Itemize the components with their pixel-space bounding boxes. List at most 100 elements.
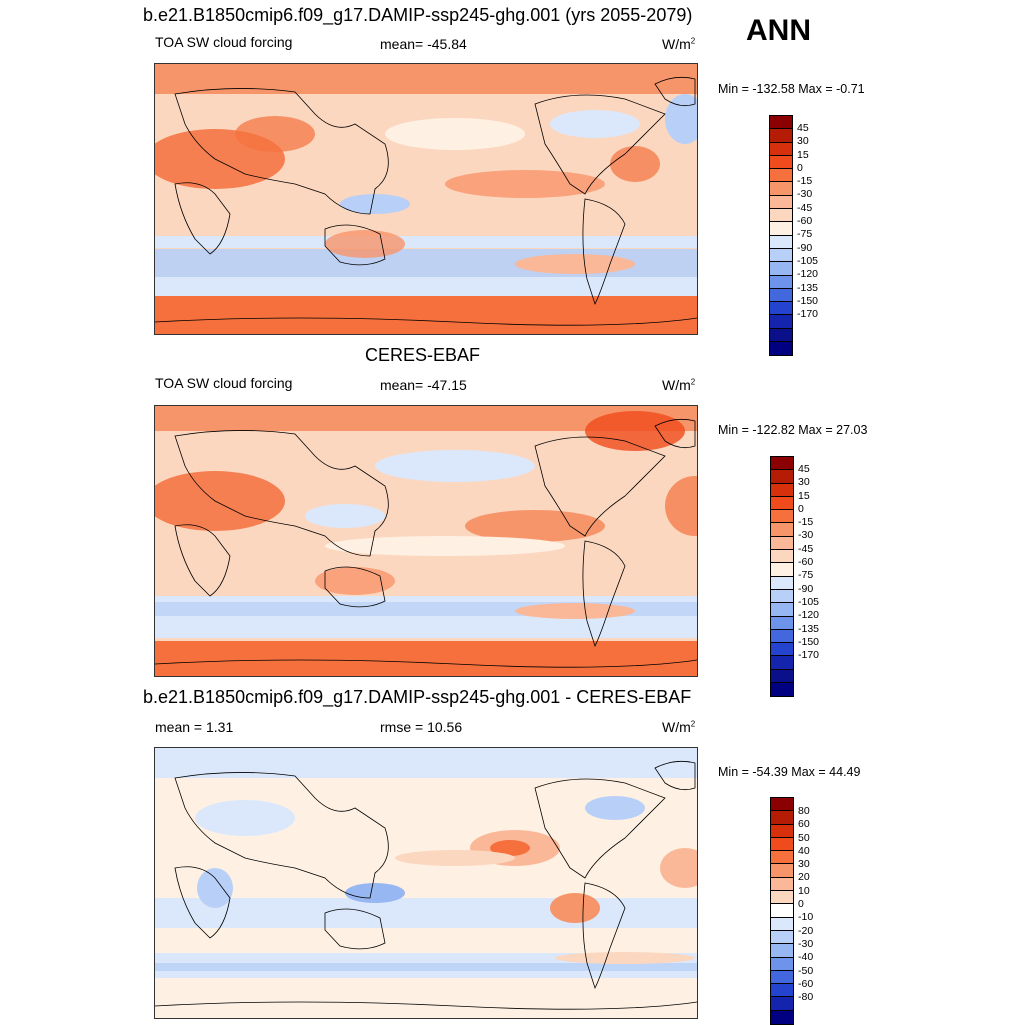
colorbar-tick-label: -80 <box>798 991 814 1004</box>
colorbar-swatch <box>770 275 792 289</box>
colorbar-tick-label: -60 <box>798 977 814 990</box>
colorbar-swatch <box>770 209 792 223</box>
colorbar-tick-label: -135 <box>797 281 819 294</box>
colorbar-swatch <box>771 550 793 564</box>
colorbar-swatch <box>771 851 793 865</box>
colorbar-swatch <box>770 116 792 130</box>
colorbar-tick-label: -120 <box>797 268 819 281</box>
panel3-mean-label: mean = 1.31 <box>155 719 234 735</box>
panel2-colorbar <box>770 456 794 698</box>
colorbar-swatch <box>770 328 792 343</box>
colorbar-swatch <box>770 129 792 143</box>
panel1-mean-label: mean= -45.84 <box>380 36 467 52</box>
colorbar-tick-label: -105 <box>798 595 820 608</box>
colorbar-swatch <box>770 222 792 236</box>
panel3-colorbar <box>770 797 794 1025</box>
colorbar-swatch <box>770 142 792 156</box>
panel2-variable-label: TOA SW cloud forcing <box>155 375 293 391</box>
colorbar-swatch <box>771 864 793 878</box>
panel1-variable-label: TOA SW cloud forcing <box>155 34 293 50</box>
panel1-map <box>154 63 698 335</box>
main-title: b.e21.B1850cmip6.f09_g17.DAMIP-ssp245-gh… <box>143 5 693 25</box>
panel3-units-label: W/m2 <box>662 719 696 735</box>
colorbar-tick-label: -40 <box>798 951 814 964</box>
colorbar-tick-label: 30 <box>797 135 809 148</box>
panel1-minmax: Min = -132.58 Max = -0.71 <box>718 82 865 96</box>
season-label: ANN <box>746 14 811 47</box>
panel2-title: CERES-EBAF <box>365 345 481 365</box>
colorbar-tick-label: -105 <box>797 254 819 267</box>
colorbar-swatch <box>770 169 792 183</box>
colorbar-swatch <box>771 1010 793 1025</box>
panel2-colorbar-labels: 45 30 15 0 -15 -30 -45 -60 -75 -90 -105 -120 -135 -15… <box>798 463 819 662</box>
panel3-minmax: Min = -54.39 Max = 44.49 <box>718 765 861 779</box>
colorbar-swatch <box>770 235 792 249</box>
colorbar-tick-label: 20 <box>798 871 810 884</box>
colorbar-tick-label: 0 <box>798 502 804 515</box>
colorbar-tick-label: 15 <box>797 148 809 161</box>
colorbar-tick-label: -170 <box>798 649 820 662</box>
colorbar-swatch <box>771 798 793 812</box>
panel3-map <box>154 747 698 1019</box>
colorbar-swatch <box>771 669 793 684</box>
colorbar-swatch <box>771 891 793 905</box>
colorbar-swatch <box>770 342 792 356</box>
colorbar-tick-label: -20 <box>798 924 814 937</box>
colorbar-swatch <box>771 643 793 657</box>
colorbar-tick-label: 50 <box>798 831 810 844</box>
colorbar-swatch <box>771 930 793 945</box>
colorbar-swatch <box>771 603 793 617</box>
colorbar-swatch <box>771 917 793 931</box>
panel2-units-label: W/m2 <box>662 377 696 393</box>
colorbar-swatch <box>771 997 793 1011</box>
colorbar-swatch <box>771 470 793 484</box>
panel3-rmse-label: rmse = 10.56 <box>380 719 463 735</box>
colorbar-swatch <box>771 523 793 537</box>
colorbar-tick-label: 80 <box>798 805 810 817</box>
colorbar-tick-label: -10 <box>798 911 814 924</box>
colorbar-swatch <box>771 877 793 892</box>
colorbar-tick-label: -45 <box>797 201 813 214</box>
colorbar-tick-label: 60 <box>798 818 810 831</box>
colorbar-tick-label: -60 <box>798 556 814 569</box>
colorbar-tick-label: -170 <box>797 308 819 321</box>
colorbar-swatch <box>771 824 793 838</box>
colorbar-swatch <box>770 262 792 276</box>
colorbar-swatch <box>771 811 793 825</box>
colorbar-swatch <box>771 576 793 590</box>
colorbar-tick-label: 45 <box>797 122 809 134</box>
colorbar-swatch <box>771 483 793 497</box>
colorbar-swatch <box>771 970 793 985</box>
colorbar-tick-label: -150 <box>797 294 819 307</box>
colorbar-tick-label: -135 <box>798 622 820 635</box>
colorbar-swatch <box>771 496 793 511</box>
colorbar-tick-label: -75 <box>798 569 814 582</box>
colorbar-swatch <box>771 656 793 670</box>
colorbar-swatch <box>771 944 793 958</box>
panel3-title: b.e21.B1850cmip6.f09_g17.DAMIP-ssp245-gh… <box>143 687 692 707</box>
colorbar-tick-label: 30 <box>798 858 810 871</box>
colorbar-tick-label: 40 <box>798 844 810 857</box>
colorbar-tick-label: -50 <box>798 964 814 977</box>
colorbar-tick-label: -150 <box>798 635 820 648</box>
panel2-map <box>154 405 698 677</box>
colorbar-tick-label: 0 <box>798 898 804 911</box>
colorbar-tick-label: -120 <box>798 609 820 622</box>
colorbar-tick-label: -30 <box>797 188 813 201</box>
colorbar-swatch <box>770 248 792 263</box>
colorbar-swatch <box>770 288 792 303</box>
colorbar-tick-label: -75 <box>797 228 813 241</box>
colorbar-tick-label: -45 <box>798 542 814 555</box>
colorbar-tick-label: -15 <box>798 516 814 529</box>
colorbar-swatch <box>771 563 793 577</box>
colorbar-swatch <box>771 589 793 604</box>
colorbar-swatch <box>770 195 792 210</box>
colorbar-swatch <box>771 683 793 697</box>
colorbar-swatch <box>771 457 793 471</box>
colorbar-swatch <box>770 315 792 329</box>
colorbar-tick-label: -90 <box>797 241 813 254</box>
panel1-units-label: W/m2 <box>662 36 696 52</box>
colorbar-tick-label: 30 <box>798 476 810 489</box>
colorbar-swatch <box>771 510 793 524</box>
colorbar-swatch <box>771 616 793 630</box>
